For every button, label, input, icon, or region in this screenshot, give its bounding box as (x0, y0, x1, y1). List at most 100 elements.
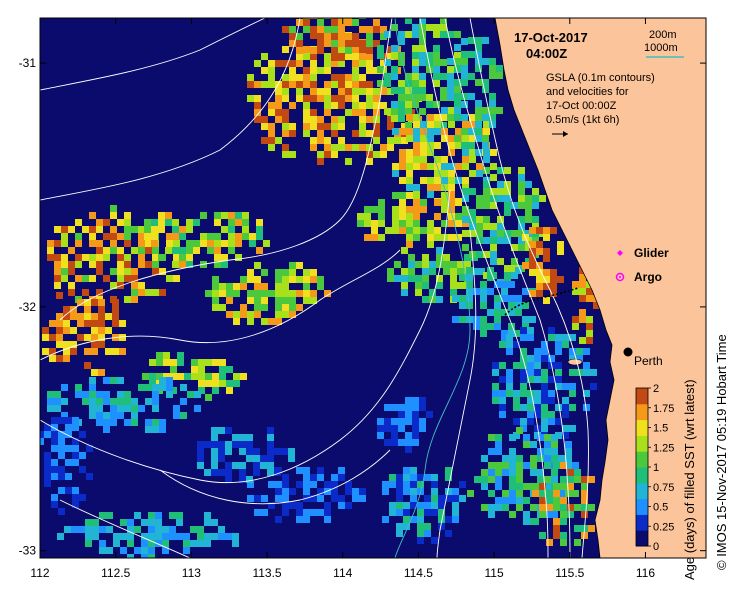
sst-cell (454, 107, 461, 114)
colorbar-segment (636, 530, 648, 547)
sst-cell (85, 519, 92, 526)
sst-cell (555, 334, 562, 341)
sst-cell (324, 81, 331, 88)
sst-cell (455, 142, 462, 149)
sst-cell (583, 348, 590, 355)
sst-cell (583, 390, 590, 397)
sst-cell (197, 455, 204, 462)
sst-cell (256, 226, 263, 233)
sst-cell (145, 289, 152, 296)
sst-cell (260, 462, 267, 469)
sst-cell (548, 355, 555, 362)
sst-cell (212, 359, 219, 366)
sst-cell (384, 439, 391, 446)
sst-cell (112, 299, 119, 306)
sst-cell (54, 268, 61, 275)
sst-cell (183, 533, 190, 540)
sst-cell (396, 474, 403, 481)
sst-cell (590, 369, 597, 376)
sst-cell (221, 261, 228, 268)
sst-cell (364, 213, 371, 220)
sst-cell (482, 58, 489, 65)
sst-cell (392, 213, 399, 220)
sst-cell (473, 323, 480, 330)
sst-cell (124, 268, 131, 275)
sst-cell (63, 348, 70, 355)
sst-cell (159, 426, 166, 433)
sst-cell (387, 46, 394, 53)
sst-cell (282, 488, 289, 495)
sst-cell (387, 88, 394, 95)
sst-cell (113, 533, 120, 540)
sst-cell (151, 226, 158, 233)
sst-cell (179, 247, 186, 254)
sst-cell (54, 405, 61, 412)
sst-cell (124, 275, 131, 282)
sst-cell (532, 518, 539, 525)
sst-cell (537, 476, 544, 483)
sst-cell (419, 404, 426, 411)
sst-cell (58, 445, 65, 452)
sst-cell (398, 31, 405, 38)
sst-cell (324, 33, 331, 40)
sst-cell (399, 227, 406, 234)
sst-cell (419, 73, 426, 80)
sst-cell (518, 230, 525, 237)
sst-cell (96, 412, 103, 419)
sst-cell (99, 526, 106, 533)
sst-cell (317, 276, 324, 283)
sst-cell (454, 44, 461, 51)
colorbar-segment (636, 451, 648, 468)
sst-cell (103, 377, 110, 384)
sst-cell (186, 219, 193, 226)
sst-cell (508, 330, 515, 337)
sst-cell (310, 123, 317, 130)
sst-cell (162, 547, 169, 554)
sst-cell (58, 452, 65, 459)
sst-cell (89, 275, 96, 282)
sst-cell (112, 306, 119, 313)
sst-cell (253, 448, 260, 455)
sst-cell (61, 275, 68, 282)
sst-cell (468, 93, 475, 100)
sst-cell (197, 533, 204, 540)
sst-cell (380, 102, 387, 109)
sst-cell (324, 26, 331, 33)
sst-cell (110, 226, 117, 233)
sst-cell (98, 306, 105, 313)
sst-cell (539, 532, 546, 539)
sst-cell (366, 53, 373, 60)
sst-cell (172, 233, 179, 240)
sst-cell (499, 390, 506, 397)
sst-cell (173, 275, 180, 282)
sst-cell (131, 289, 138, 296)
sst-cell (352, 40, 359, 47)
sst-cell (396, 495, 403, 502)
sst-cell (529, 290, 536, 297)
sst-cell (525, 202, 532, 209)
sst-cell (247, 311, 254, 318)
sst-cell (384, 59, 391, 66)
sst-cell (117, 412, 124, 419)
sst-cell (96, 405, 103, 412)
sst-cell (413, 142, 420, 149)
sst-cell (338, 116, 345, 123)
sst-cell (572, 316, 579, 323)
sst-cell (448, 192, 455, 199)
sst-cell (113, 540, 120, 547)
sst-cell (529, 316, 536, 323)
sst-cell (282, 130, 289, 137)
sst-cell (158, 219, 165, 226)
sst-cell (268, 123, 275, 130)
sst-cell (525, 209, 532, 216)
sst-cell (522, 316, 529, 323)
sst-cell (401, 275, 408, 282)
sst-cell (551, 455, 558, 462)
sst-cell (197, 526, 204, 533)
sst-cell (96, 247, 103, 254)
sst-cell (509, 455, 516, 462)
sst-cell (532, 202, 539, 209)
sst-cell (282, 151, 289, 158)
sst-cell (420, 121, 427, 128)
sst-cell (56, 292, 63, 299)
